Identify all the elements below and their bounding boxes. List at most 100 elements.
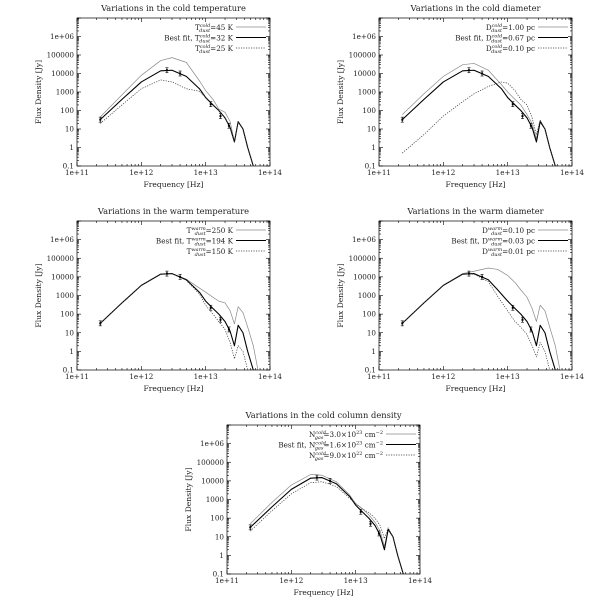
data-point — [359, 510, 362, 513]
y-tick-label: 0.1 — [365, 162, 376, 171]
y-tick-label: 1000 — [358, 291, 377, 300]
chart-panel-1: Variations in the cold temperature 1e+11 1… — [34, 3, 282, 189]
series-group — [249, 474, 404, 574]
y-tick-label: 0.1 — [213, 570, 224, 579]
data-point — [521, 115, 524, 118]
y-tick-label: 100000 — [349, 254, 377, 263]
legend-subscript: dust — [491, 39, 503, 45]
y-tick-label: 1 — [69, 143, 74, 152]
legend-value: =3.0×10 — [323, 430, 356, 439]
y-tick-label: 100000 — [197, 458, 225, 467]
legend-superscript: warm — [488, 237, 503, 243]
legend-symbol: D — [482, 226, 488, 235]
y-tick-label: 1 — [371, 347, 376, 356]
legend-symbol: Best fit, D — [451, 237, 488, 246]
series-line-2 — [249, 477, 404, 574]
y-tick-label: 1e+06 — [352, 32, 376, 41]
y-tick-label: 0.1 — [63, 366, 74, 375]
legend-subscript: dust — [199, 28, 211, 34]
x-tick-label: 1e+12 — [431, 372, 455, 381]
y-tick-label: 1e+06 — [352, 235, 376, 244]
legend-entry-2: Best fit, Dcold dust=0.67 pc — [455, 34, 535, 45]
observed-points — [400, 270, 533, 333]
legend-unit-exponent: −2 — [376, 430, 383, 436]
observed-points — [400, 67, 533, 129]
legend-entry-3: Twarm dust=150 K — [187, 247, 234, 258]
legend-symbol: D — [482, 247, 488, 256]
legend-value: =1.00 pc — [502, 23, 535, 32]
legend-unit-exponent: −2 — [376, 451, 383, 457]
legend-symbol: Best fit, D — [455, 34, 492, 43]
legend-superscript: warm — [191, 226, 206, 232]
chart-title: Variations in the warm diameter — [406, 206, 543, 216]
data-point — [227, 328, 230, 331]
legend-subscript: dust — [199, 49, 211, 55]
data-point — [179, 72, 182, 75]
legend-symbol: T — [195, 44, 200, 53]
legend-value: =150 K — [206, 247, 234, 256]
series-group — [99, 57, 254, 166]
legend-entry-1: Tcold dust=45 K — [195, 23, 234, 34]
x-tick-label: 1e+11 — [367, 372, 391, 381]
y-tick-label: 100000 — [349, 51, 377, 60]
y-axis-label: Flux Density [Jy] — [336, 60, 345, 124]
legend-symbol: D — [486, 23, 492, 32]
data-point — [249, 526, 252, 529]
series-group — [99, 273, 259, 370]
chart-panel-3: Variations in the warm temperature 1e+11 1… — [34, 206, 282, 393]
y-tick-label: 1e+06 — [200, 439, 224, 448]
y-tick-label: 100 — [60, 106, 74, 115]
y-tick-label: 10 — [65, 125, 75, 134]
x-tick-label: 1e+13 — [344, 576, 368, 585]
legend-entry-3: Dwarm dust=0.01 pc — [482, 247, 535, 258]
data-point — [209, 306, 212, 309]
legend-subscript: dust — [195, 231, 207, 237]
x-tick-label: 1e+13 — [496, 372, 520, 381]
x-tick-label: 1e+14 — [258, 372, 282, 381]
series-line-1 — [402, 267, 561, 370]
legend-symbol: T — [195, 23, 200, 32]
y-tick-label: 10000 — [353, 272, 376, 281]
data-point — [219, 115, 222, 118]
data-point — [329, 479, 332, 482]
observed-points — [248, 474, 381, 537]
y-tick-label: 10 — [65, 328, 75, 337]
legend-exponent: 23 — [356, 430, 362, 436]
legend-superscript: warm — [191, 247, 206, 253]
legend-symbol: Best fit, T — [156, 237, 192, 246]
data-point — [99, 118, 102, 121]
data-point — [529, 328, 532, 331]
chart-panel-2: Variations in the cold diameter 1e+11 1e+1… — [336, 3, 584, 189]
series-line-1 — [402, 63, 558, 166]
y-tick-label: 10 — [215, 532, 225, 541]
legend-value: =0.67 pc — [502, 34, 535, 43]
legend-value: =0.01 pc — [502, 247, 535, 256]
x-axis-label: Frequency [Hz] — [293, 588, 353, 597]
legend-superscript: cold — [492, 23, 503, 29]
observed-points — [98, 67, 231, 129]
legend-value: =32 K — [210, 34, 233, 43]
legend-exponent: 22 — [356, 451, 362, 457]
legend-symbol: Best fit, N — [278, 441, 315, 450]
data-point — [401, 322, 404, 325]
legend-subscript: dust — [195, 252, 207, 258]
x-tick-label: 1e+11 — [367, 168, 391, 177]
y-tick-label: 100000 — [47, 51, 75, 60]
data-point — [467, 272, 470, 275]
x-tick-label: 1e+11 — [65, 372, 89, 381]
y-axis-label: Flux Density [Jy] — [34, 263, 43, 327]
y-tick-label: 100 — [362, 310, 376, 319]
x-axis-label: Frequency [Hz] — [445, 384, 505, 393]
legend-subscript: dust — [491, 231, 503, 237]
legend-subscript: dust — [491, 28, 503, 34]
x-tick-label: 1e+13 — [194, 372, 218, 381]
data-point — [511, 103, 514, 106]
legend-value: =0.03 pc — [502, 237, 535, 246]
y-tick-label: 1000 — [56, 291, 75, 300]
legend-entry-2: Best fit, Tcold dust=32 K — [164, 34, 233, 45]
y-tick-label: 100 — [210, 514, 224, 523]
legend-subscript: dust — [491, 49, 503, 55]
data-point — [179, 275, 182, 278]
